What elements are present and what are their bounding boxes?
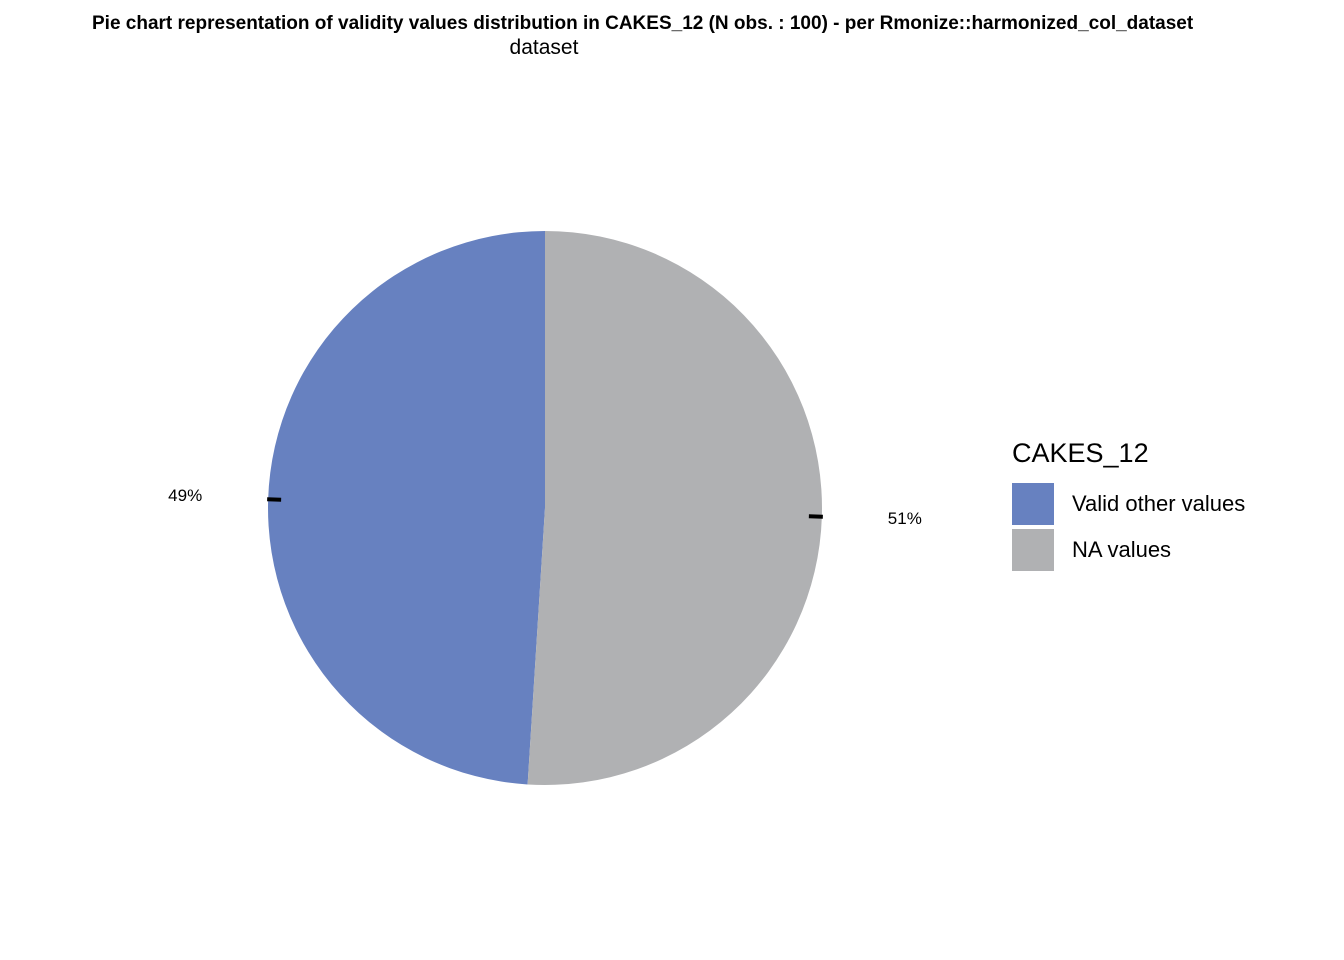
slice-label-na: 51% <box>888 509 922 528</box>
legend-swatch-valid <box>1012 483 1054 525</box>
legend: CAKES_12 Valid other values NA values <box>1012 438 1245 573</box>
pie-slice-na <box>527 231 822 785</box>
legend-label-na: NA values <box>1072 537 1172 562</box>
legend-swatch-na <box>1012 529 1054 571</box>
chart-subtitle: dataset <box>509 36 579 59</box>
legend-item-na: NA values <box>1012 527 1245 573</box>
legend-title: CAKES_12 <box>1012 438 1149 468</box>
chart-title: Pie chart representation of validity val… <box>92 13 1194 34</box>
legend-label-valid: Valid other values <box>1072 491 1246 516</box>
pie-slice-valid <box>267 231 545 785</box>
slice-label-valid: 49% <box>168 486 202 505</box>
legend-item-valid: Valid other values <box>1012 481 1245 527</box>
